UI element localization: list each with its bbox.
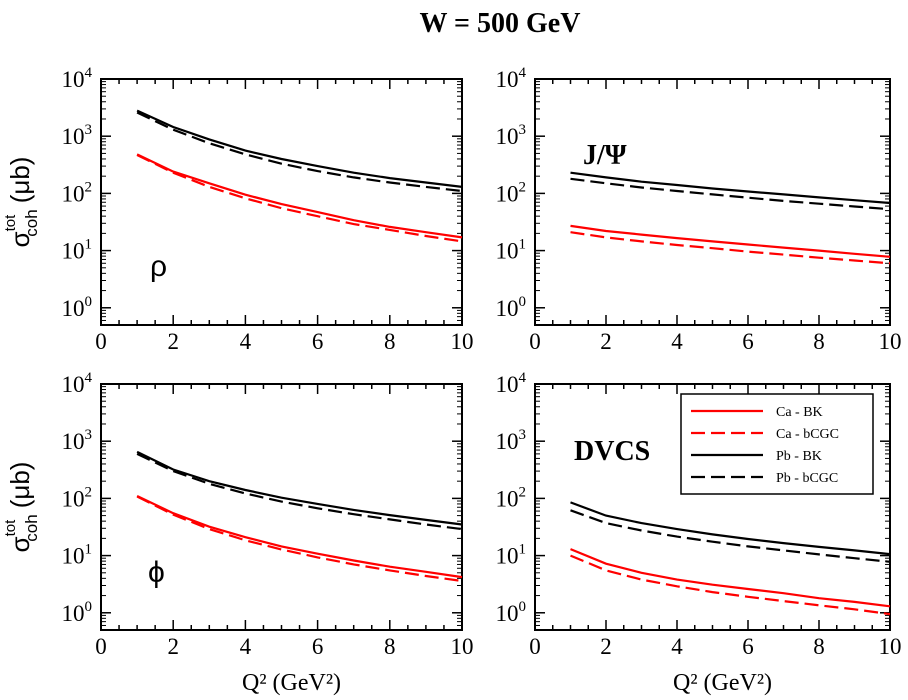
- y-tick-label: 101: [62, 237, 93, 264]
- panel-bottom-right: 0 2 4 6 8 10 100 101 102 103 104 DVCS Q² (GeV²) Ca - …: [496, 370, 902, 696]
- y-tick-label: 104: [62, 370, 93, 397]
- legend: Ca - BK Ca - bCGC Pb - BK Pb - bCGC: [680, 393, 874, 495]
- x-tick-label: 2: [167, 634, 179, 659]
- x-tick-label: 8: [813, 634, 825, 659]
- x-tick-label: 10: [451, 329, 474, 354]
- series-line-pb-bk: [570, 501, 891, 556]
- y-tick-label: 100: [62, 294, 93, 321]
- plot-frame: [100, 383, 463, 631]
- x-tick-label: 0: [529, 329, 541, 354]
- legend-label: Ca - BK: [776, 405, 823, 420]
- y-tick-label: 104: [62, 65, 93, 92]
- x-tick-label: 8: [384, 329, 396, 354]
- series-line-ca-bcgc: [136, 154, 463, 243]
- y-tick-label: 103: [496, 427, 527, 454]
- y-axis-label: σtot coh(μb): [2, 157, 41, 248]
- x-tick-label: 6: [742, 634, 754, 659]
- panel-annotation: ϕ: [148, 556, 165, 589]
- y-tick-label: 104: [496, 65, 527, 92]
- panel-top-left: 0 2 4 6 8 10 100 101 102 103 104 ρ σtot coh(μb): [2, 65, 474, 354]
- series-line-ca-bk: [136, 495, 463, 579]
- series-line-ca-bk: [570, 548, 891, 608]
- x-tick-label: 6: [312, 634, 324, 659]
- y-tick-label: 100: [62, 599, 93, 626]
- x-tick-label: 2: [167, 329, 179, 354]
- series-line-pb-bcgc: [570, 509, 891, 563]
- y-tick-label: 103: [496, 122, 527, 149]
- x-tick-label: 8: [384, 634, 396, 659]
- x-axis-label: Q² (GeV²): [673, 670, 772, 696]
- y-tick-label: 101: [496, 237, 527, 264]
- x-tick-label: 4: [240, 329, 252, 354]
- y-tick-label: 102: [62, 484, 93, 511]
- panel-annotation: DVCS: [574, 436, 650, 467]
- x-tick-label: 4: [671, 329, 683, 354]
- x-tick-label: 2: [600, 634, 612, 659]
- series-line-ca-bk: [570, 224, 891, 258]
- y-tick-label: 100: [496, 599, 527, 626]
- legend-label: Pb - bCGC: [776, 471, 838, 486]
- panel-bottom-left: 0 2 4 6 8 10 100 101 102 103 104 ϕ σtot coh(μb) Q² (Ge…: [2, 370, 474, 696]
- y-tick-label: 100: [496, 294, 527, 321]
- y-tick-label: 103: [62, 122, 93, 149]
- panel-annotation: J/Ψ: [583, 140, 627, 171]
- plot-frame: [100, 78, 463, 326]
- y-axis-label: σtot coh(μb): [2, 462, 41, 553]
- panel-annotation: ρ: [150, 250, 167, 283]
- panel-top-right: 0 2 4 6 8 10 100 101 102 103 104 J/Ψ: [496, 65, 902, 354]
- y-tick-label: 103: [62, 427, 93, 454]
- x-tick-label: 0: [95, 329, 107, 354]
- series-line-pb-bk: [570, 171, 891, 205]
- series-line-pb-bcgc: [136, 452, 463, 531]
- legend-label: Pb - BK: [776, 449, 822, 464]
- y-tick-label: 102: [496, 179, 527, 206]
- series-line-pb-bk: [136, 450, 463, 526]
- series-line-ca-bcgc: [136, 495, 463, 583]
- x-axis-label: Q² (GeV²): [242, 670, 341, 696]
- x-tick-label: 10: [879, 329, 902, 354]
- y-tick-label: 102: [62, 179, 93, 206]
- x-tick-label: 6: [742, 329, 754, 354]
- y-tick-label: 104: [496, 370, 527, 397]
- series-line-ca-bk: [136, 153, 463, 239]
- x-tick-label: 6: [312, 329, 324, 354]
- x-tick-label: 0: [529, 634, 541, 659]
- series-line-pb-bcgc: [136, 111, 463, 193]
- series-line-pb-bcgc: [570, 177, 891, 211]
- series-line-pb-bk: [136, 109, 463, 188]
- y-tick-label: 101: [496, 542, 527, 569]
- plot-frame: [534, 78, 891, 326]
- x-tick-label: 2: [600, 329, 612, 354]
- x-tick-label: 4: [671, 634, 683, 659]
- x-tick-label: 4: [240, 634, 252, 659]
- figure-title: W = 500 GeV: [420, 8, 581, 39]
- x-tick-label: 0: [95, 634, 107, 659]
- y-tick-label: 102: [496, 484, 527, 511]
- y-tick-label: 101: [62, 542, 93, 569]
- x-tick-label: 10: [451, 634, 474, 659]
- series-line-ca-bcgc: [570, 231, 891, 265]
- legend-label: Ca - bCGC: [776, 427, 839, 442]
- series-line-ca-bcgc: [570, 554, 891, 616]
- x-tick-label: 8: [813, 329, 825, 354]
- x-tick-label: 10: [879, 634, 902, 659]
